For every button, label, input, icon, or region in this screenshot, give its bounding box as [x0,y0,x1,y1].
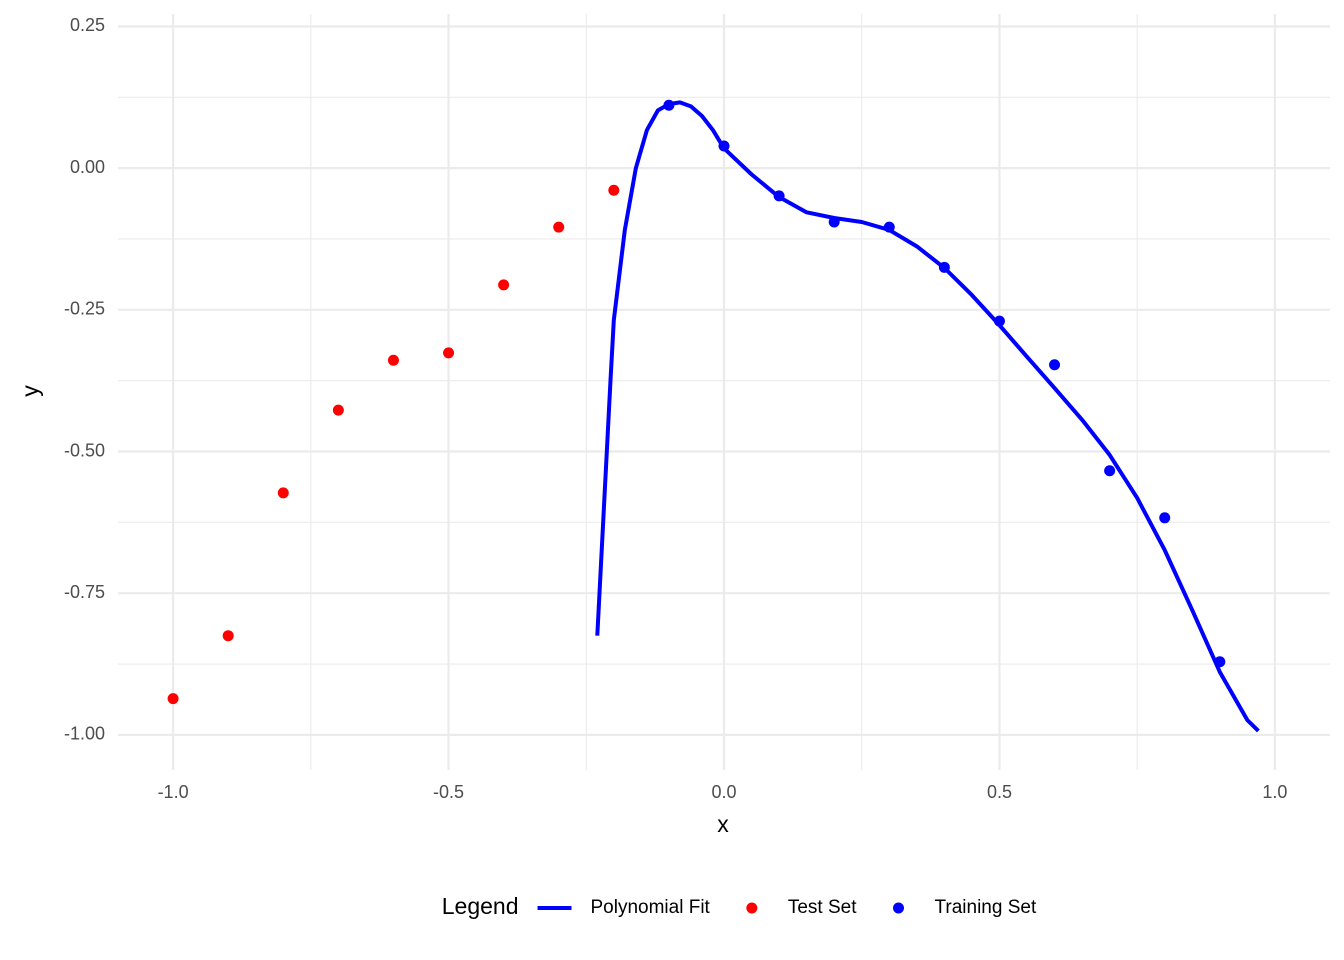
x-tick-label: 0.5 [987,782,1012,802]
point [443,347,455,359]
point [167,693,179,705]
x-tick-label: 1.0 [1262,782,1287,802]
point [498,279,510,291]
y-tick-label: -0.50 [64,440,105,460]
point [1159,512,1171,524]
y-tick-label: 0.25 [70,15,105,35]
y-tick-label: 0.00 [70,157,105,177]
point [828,216,840,228]
point [663,99,675,111]
point [993,315,1005,327]
legend: Legend Polynomial Fit Test Set Training Set [442,893,1037,919]
x-tick-label: -1.0 [158,782,189,802]
y-tick-label: -0.75 [64,582,105,602]
x-tick-label: -0.5 [433,782,464,802]
legend-key [892,902,904,914]
legend-label: Test Set [788,897,857,918]
point [387,354,399,366]
x-axis-title: x [717,811,729,837]
point [1214,656,1226,668]
legend-key [746,902,758,914]
point [553,221,565,233]
point [1104,465,1116,477]
legend-label: Training Set [934,897,1036,918]
legend-label: Polynomial Fit [591,897,711,918]
legend-title: Legend [442,893,519,919]
y-tick-label: -0.25 [64,299,105,319]
point [332,404,344,416]
y-axis-title: y [17,385,43,397]
fit-line [595,100,1260,733]
point [938,261,950,273]
point [773,190,785,202]
point [1049,359,1061,371]
y-tick-label: -1.00 [64,724,105,744]
point [718,140,730,152]
point [277,487,289,499]
point [883,221,895,233]
point [608,184,620,196]
x-tick-label: 0.0 [711,782,736,802]
point [222,630,234,642]
grid [118,14,1330,770]
